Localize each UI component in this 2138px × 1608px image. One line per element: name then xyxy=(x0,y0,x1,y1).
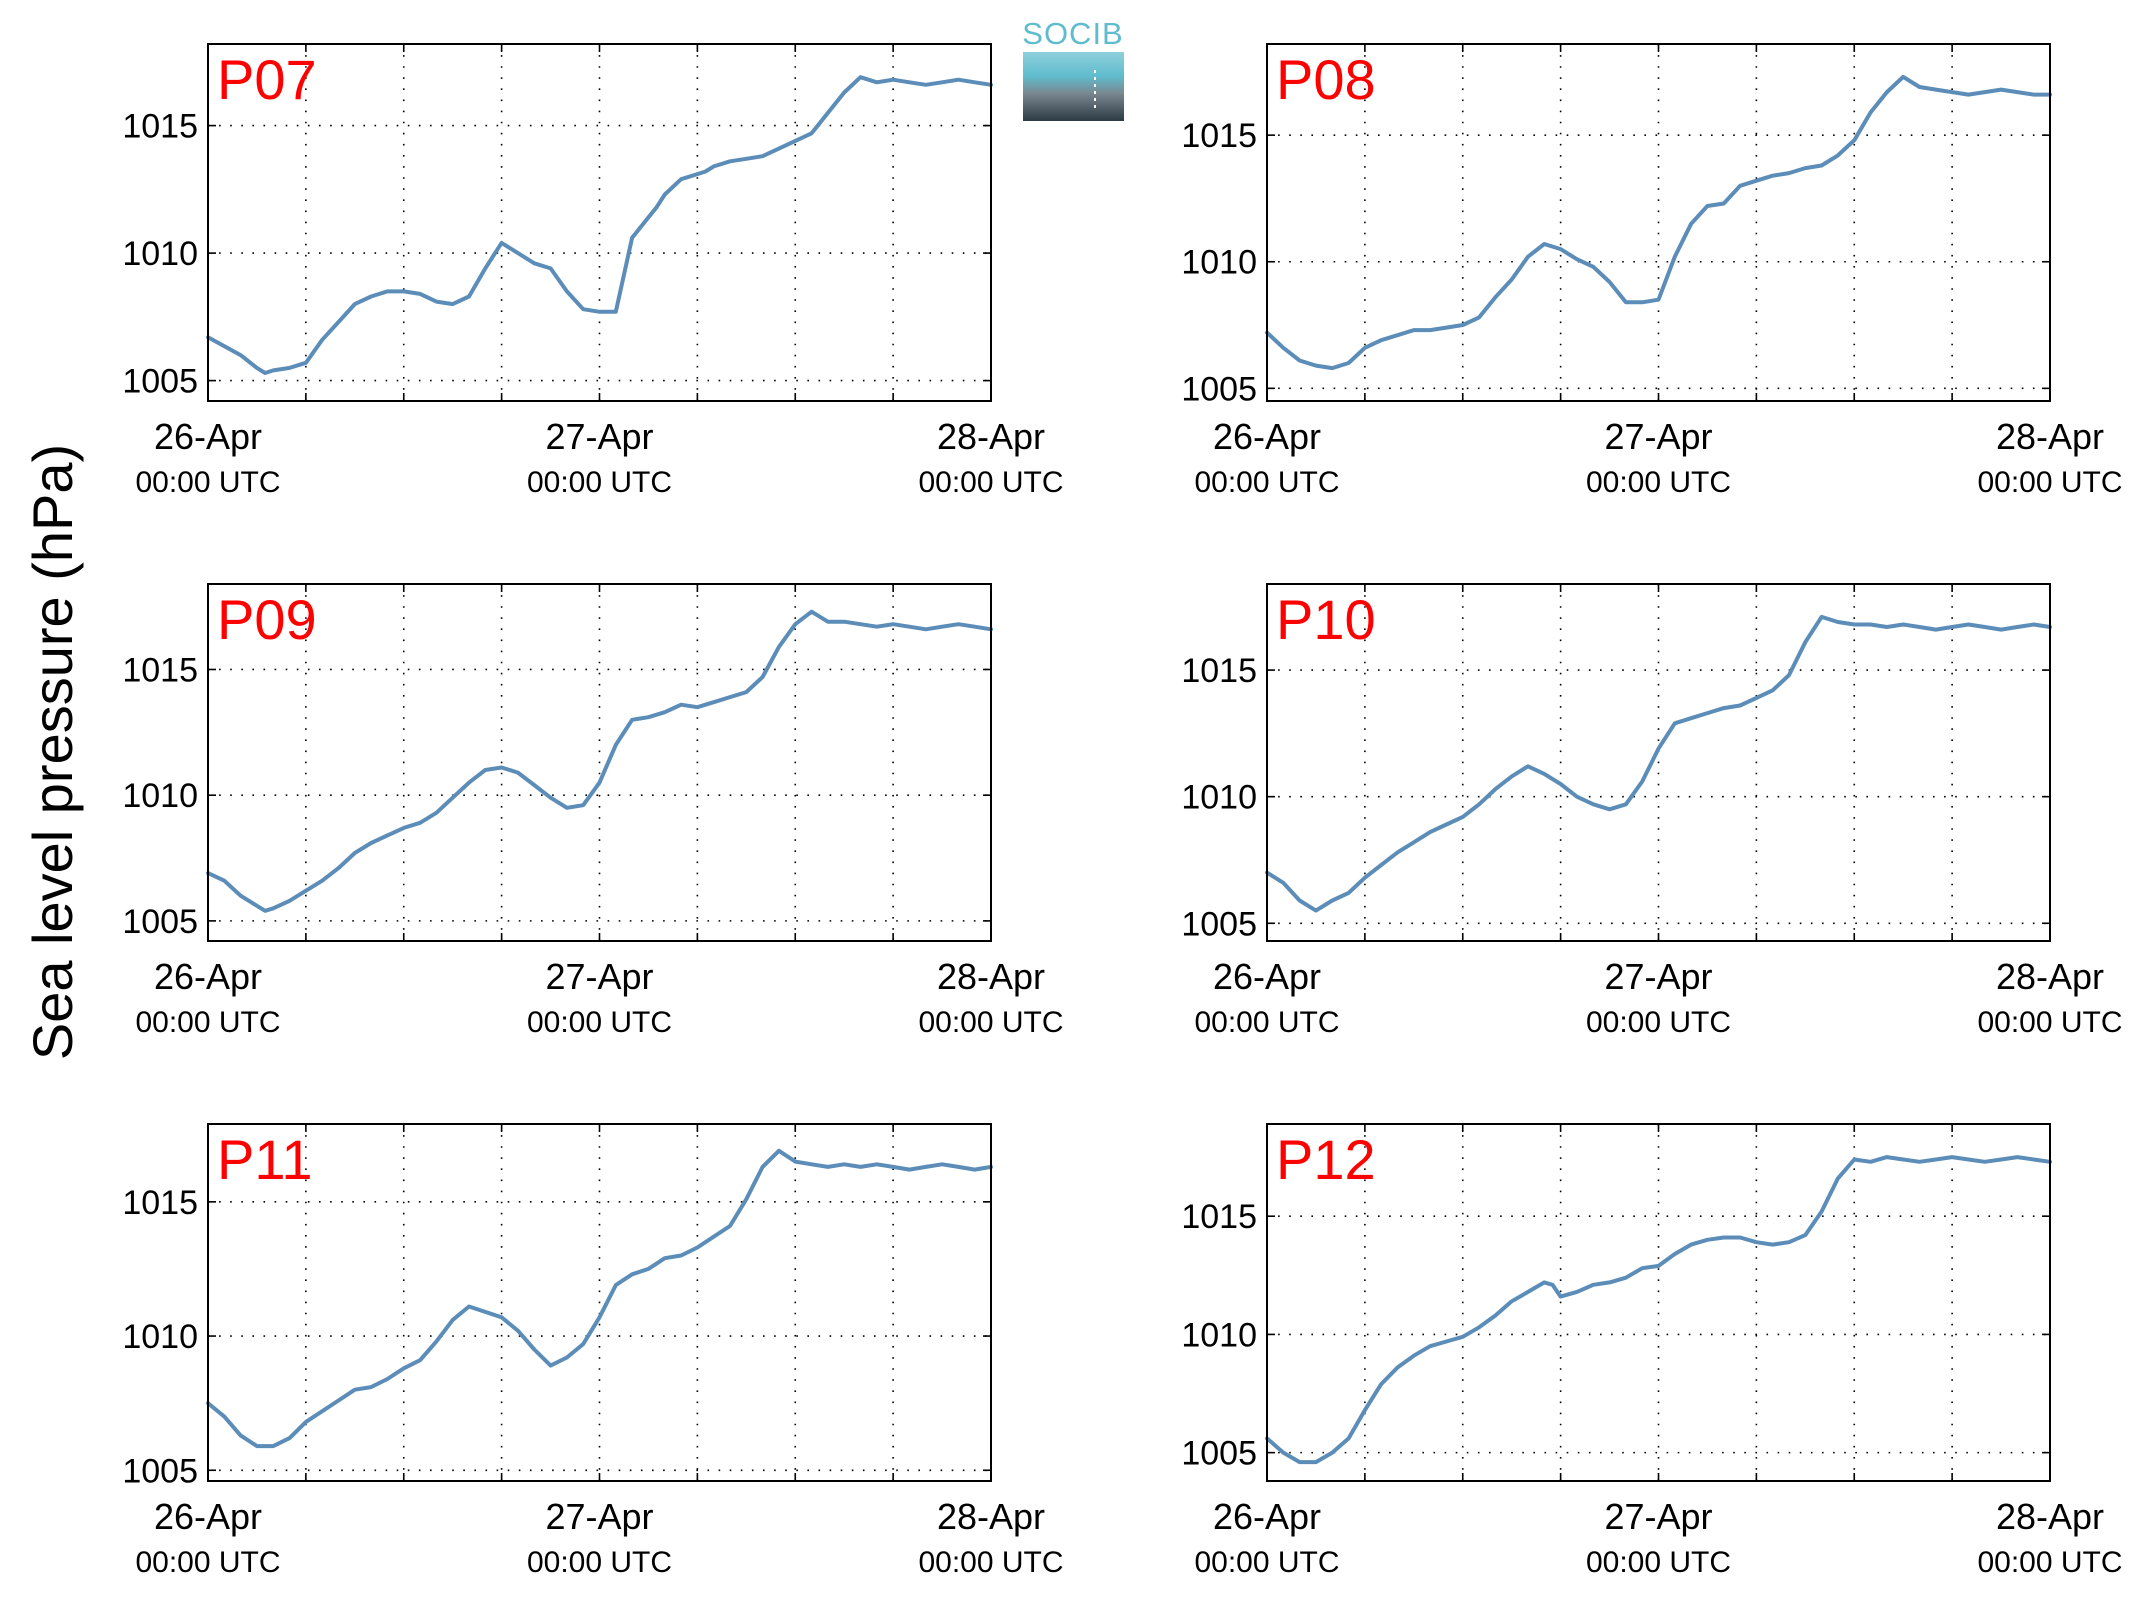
x-tick-label: 27-Apr xyxy=(545,1496,653,1537)
panel-p10: 1005 1010 1015 26-Apr 00:00 UTC 27-Apr 00:00 U… xyxy=(1181,583,2123,1039)
x-tick-label: 28-Apr xyxy=(1996,956,2104,997)
x-tick-label: 27-Apr xyxy=(1604,1496,1712,1537)
y-tick-label: 1005 xyxy=(122,1452,198,1490)
x-tick-sublabel: 00:00 UTC xyxy=(1194,1006,1339,1039)
x-tick-sublabel: 00:00 UTC xyxy=(135,466,280,499)
y-tick-label: 1015 xyxy=(1181,1198,1257,1236)
panel-label: P11 xyxy=(217,1128,312,1191)
x-tick-sublabel: 00:00 UTC xyxy=(135,1006,280,1039)
x-tick-sublabel: 00:00 UTC xyxy=(1194,1546,1339,1579)
x-tick-label: 28-Apr xyxy=(1996,416,2104,457)
panel-p08: 1005 1010 1015 26-Apr 00:00 UTC 27-Apr 00:00 U… xyxy=(1181,43,2123,499)
y-tick-label: 1015 xyxy=(1181,117,1257,155)
series-line xyxy=(1265,1155,2052,1465)
panel-label: P10 xyxy=(1276,588,1376,651)
y-tick-label: 1015 xyxy=(1181,652,1257,690)
plot-frame xyxy=(207,43,992,402)
x-tick-sublabel: 00:00 UTC xyxy=(918,1006,1063,1039)
y-tick-label: 1005 xyxy=(122,363,198,401)
x-tick-sublabel: 00:00 UTC xyxy=(918,466,1063,499)
x-tick-sublabel: 00:00 UTC xyxy=(527,1006,672,1039)
x-tick-label: 27-Apr xyxy=(1604,956,1712,997)
y-tick-label: 1015 xyxy=(122,1184,198,1222)
x-tick-label: 27-Apr xyxy=(1604,416,1712,457)
panel-p09: 1005 1010 1015 26-Apr 00:00 UTC 27-Apr 00:00 U… xyxy=(122,583,1064,1039)
x-tick-label: 26-Apr xyxy=(154,956,262,997)
x-tick-sublabel: 00:00 UTC xyxy=(527,1546,672,1579)
x-tick-sublabel: 00:00 UTC xyxy=(527,466,672,499)
y-tick-label: 1005 xyxy=(1181,905,1257,943)
panel-label: P12 xyxy=(1276,1128,1376,1191)
panel-p11: 1005 1010 1015 26-Apr 00:00 UTC 27-Apr 00:00 U… xyxy=(122,1123,1064,1579)
plot-frame xyxy=(207,1123,992,1482)
series-line xyxy=(1265,614,2052,913)
x-tick-label: 27-Apr xyxy=(545,956,653,997)
panel-p07: 1005 1010 1015 26-Apr 00:00 UTC 27-Apr 00:00 U… xyxy=(122,43,1064,499)
plot-frame xyxy=(1266,583,2051,942)
x-tick-sublabel: 00:00 UTC xyxy=(1977,1546,2122,1579)
x-tick-label: 27-Apr xyxy=(545,416,653,457)
x-tick-label: 28-Apr xyxy=(937,1496,1045,1537)
x-tick-sublabel: 00:00 UTC xyxy=(135,1546,280,1579)
socib-logo: SOCIB xyxy=(1022,16,1124,121)
x-tick-sublabel: 00:00 UTC xyxy=(918,1546,1063,1579)
y-tick-label: 1005 xyxy=(122,903,198,941)
y-tick-label: 1010 xyxy=(1181,244,1257,282)
plot-frame xyxy=(1266,1123,2051,1482)
plot-frame xyxy=(207,583,992,942)
y-tick-label: 1005 xyxy=(1181,370,1257,408)
y-axis-label: Sea level pressure (hPa) xyxy=(21,444,84,1060)
x-tick-sublabel: 00:00 UTC xyxy=(1977,1006,2122,1039)
x-tick-sublabel: 00:00 UTC xyxy=(1586,1546,1731,1579)
plot-frame xyxy=(1266,43,2051,402)
x-tick-label: 26-Apr xyxy=(1213,956,1321,997)
x-tick-label: 28-Apr xyxy=(1996,1496,2104,1537)
x-tick-sublabel: 00:00 UTC xyxy=(1586,466,1731,499)
y-tick-label: 1005 xyxy=(1181,1435,1257,1473)
series-line xyxy=(206,609,993,913)
panel-label: P07 xyxy=(217,48,317,111)
panel-label: P09 xyxy=(217,588,317,651)
series-line xyxy=(1265,74,2052,371)
series-line xyxy=(206,75,993,375)
x-tick-label: 28-Apr xyxy=(937,416,1045,457)
x-tick-label: 26-Apr xyxy=(154,416,262,457)
y-tick-label: 1010 xyxy=(1181,779,1257,817)
x-tick-label: 26-Apr xyxy=(1213,416,1321,457)
x-tick-label: 26-Apr xyxy=(1213,1496,1321,1537)
panels: 1005 1010 1015 26-Apr 00:00 UTC 27-Apr 00:00 U… xyxy=(122,43,2123,1579)
panel-p12: 1005 1010 1015 26-Apr 00:00 UTC 27-Apr 00:00 U… xyxy=(1181,1123,2123,1579)
y-tick-label: 1010 xyxy=(1181,1316,1257,1354)
y-tick-label: 1010 xyxy=(122,1318,198,1356)
y-tick-label: 1010 xyxy=(122,777,198,815)
x-tick-sublabel: 00:00 UTC xyxy=(1586,1006,1731,1039)
series-line xyxy=(206,1148,993,1449)
x-tick-label: 28-Apr xyxy=(937,956,1045,997)
panel-label: P08 xyxy=(1276,48,1376,111)
logo-text: SOCIB xyxy=(1022,16,1123,51)
x-tick-label: 26-Apr xyxy=(154,1496,262,1537)
y-tick-label: 1015 xyxy=(122,651,198,689)
y-tick-label: 1015 xyxy=(122,108,198,146)
x-tick-sublabel: 00:00 UTC xyxy=(1977,466,2122,499)
y-tick-label: 1010 xyxy=(122,235,198,273)
x-tick-sublabel: 00:00 UTC xyxy=(1194,466,1339,499)
